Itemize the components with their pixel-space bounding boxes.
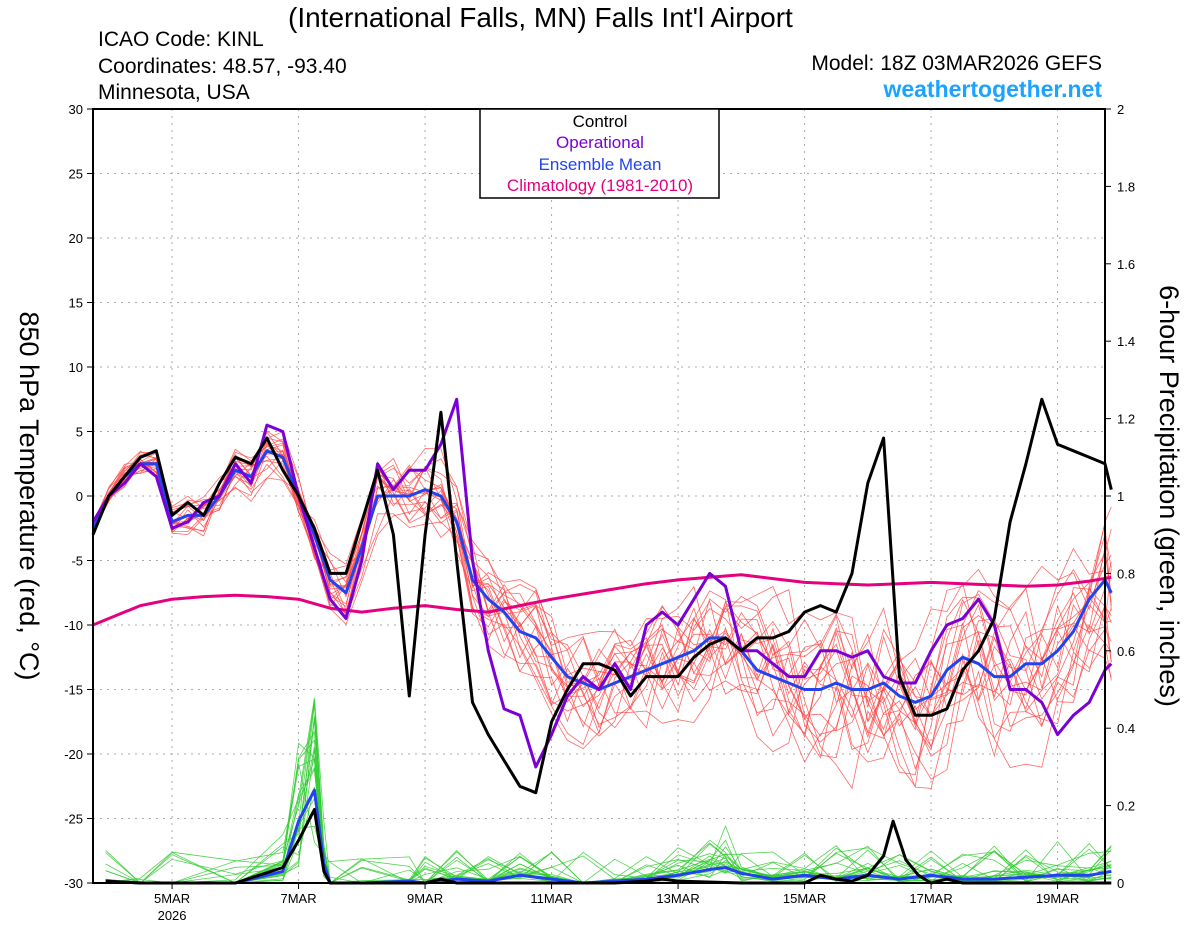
- y-left-tick-label: 5: [76, 425, 83, 440]
- precip-member-line: [105, 716, 1112, 884]
- y-left-axis-label: 850 hPa Temperature (red, °C): [14, 312, 44, 681]
- temp-operational-line: [91, 397, 1113, 769]
- x-tick-label: 11MAR: [530, 891, 572, 906]
- precip-member-line: [105, 739, 1112, 884]
- precip-control-line: [105, 808, 1112, 885]
- temp-member-line: [92, 443, 1112, 775]
- y-left-tick-label: 30: [69, 102, 83, 117]
- y-right-axis-label: 6-hour Precipitation (green, inches): [1154, 285, 1184, 707]
- temp-member-line: [92, 441, 1112, 739]
- x-tick-year: 2026: [158, 908, 187, 923]
- y-right-tick-label: 1.8: [1117, 179, 1135, 194]
- precip-member-line: [105, 730, 1112, 884]
- y-left-tick-label: -25: [64, 812, 83, 827]
- legend-climatology: Climatology (1981-2010): [507, 176, 693, 195]
- y-right-tick-label: 2: [1117, 102, 1124, 117]
- y-left-tick-label: -15: [64, 683, 83, 698]
- chart-title: (International Falls, MN) Falls Int'l Ai…: [288, 2, 793, 33]
- ensemble-members: [92, 430, 1112, 884]
- y-left-tick-label: 15: [69, 296, 83, 311]
- x-tick-label: 17MAR: [909, 891, 952, 906]
- x-tick-label: 5MAR: [154, 891, 190, 906]
- temp-member-line: [92, 431, 1112, 771]
- y-left-tick-label: -5: [71, 554, 83, 569]
- y-right-tick-label: 1: [1117, 489, 1124, 504]
- temp-member-line: [92, 449, 1112, 788]
- temp-member-line: [92, 454, 1112, 759]
- legend: Control Operational Ensemble Mean Climat…: [479, 108, 720, 199]
- y-right-tick-label: 0.8: [1117, 566, 1135, 581]
- website-link[interactable]: weathertogether.net: [883, 76, 1102, 102]
- temp-control-line: [91, 397, 1113, 795]
- x-tick-label: 9MAR: [407, 891, 443, 906]
- temp-member-line: [92, 448, 1112, 732]
- y-left-tick-label: -10: [64, 618, 83, 633]
- legend-ensemble-mean: Ensemble Mean: [539, 155, 662, 174]
- y-right-tick-label: 1.4: [1117, 334, 1135, 349]
- precip-member-line: [105, 718, 1112, 884]
- y-left-tick-label: 10: [69, 360, 83, 375]
- y-left-tick-label: -30: [64, 876, 83, 891]
- y-right-tick-label: 0.4: [1117, 721, 1135, 736]
- y-right-tick-label: 1.6: [1117, 257, 1135, 272]
- x-tick-label: 15MAR: [783, 891, 826, 906]
- y-left-tick-label: -20: [64, 747, 83, 762]
- location-state: Minnesota, USA: [98, 81, 250, 104]
- x-tick-label: 13MAR: [656, 891, 699, 906]
- y-left-tick-label: 0: [76, 489, 83, 504]
- temp-member-line: [92, 463, 1112, 764]
- y-right-tick-label: 0.6: [1117, 644, 1135, 659]
- series-lines: [91, 397, 1113, 885]
- y-left-tick-label: 20: [69, 231, 83, 246]
- icao-code: ICAO Code: KINL: [98, 28, 264, 51]
- y-right-tick-label: 1.2: [1117, 412, 1135, 427]
- precip-member-line: [105, 704, 1112, 884]
- axes: 302520151050-5-10-15-20-25-3021.81.61.41…: [64, 102, 1135, 923]
- precip-member-line: [105, 742, 1112, 884]
- legend-control: Control: [573, 112, 628, 131]
- y-left-tick-label: 25: [69, 167, 83, 182]
- x-tick-label: 7MAR: [281, 891, 317, 906]
- temp-ensemble-mean-line: [91, 449, 1113, 704]
- temp-member-line: [92, 442, 1112, 789]
- coordinates: Coordinates: 48.57, -93.40: [98, 55, 347, 78]
- y-right-tick-label: 0.2: [1117, 799, 1135, 814]
- y-right-tick-label: 0: [1117, 876, 1124, 891]
- precip-member-line: [105, 718, 1112, 884]
- precip-ensemble-mean-line: [105, 788, 1112, 885]
- climatology-line: [92, 573, 1112, 627]
- x-tick-label: 19MAR: [1036, 891, 1079, 906]
- model-run: Model: 18Z 03MAR2026 GEFS: [811, 52, 1102, 75]
- legend-box: [479, 108, 720, 199]
- legend-operational: Operational: [556, 133, 644, 152]
- grid-lines: [93, 109, 1105, 883]
